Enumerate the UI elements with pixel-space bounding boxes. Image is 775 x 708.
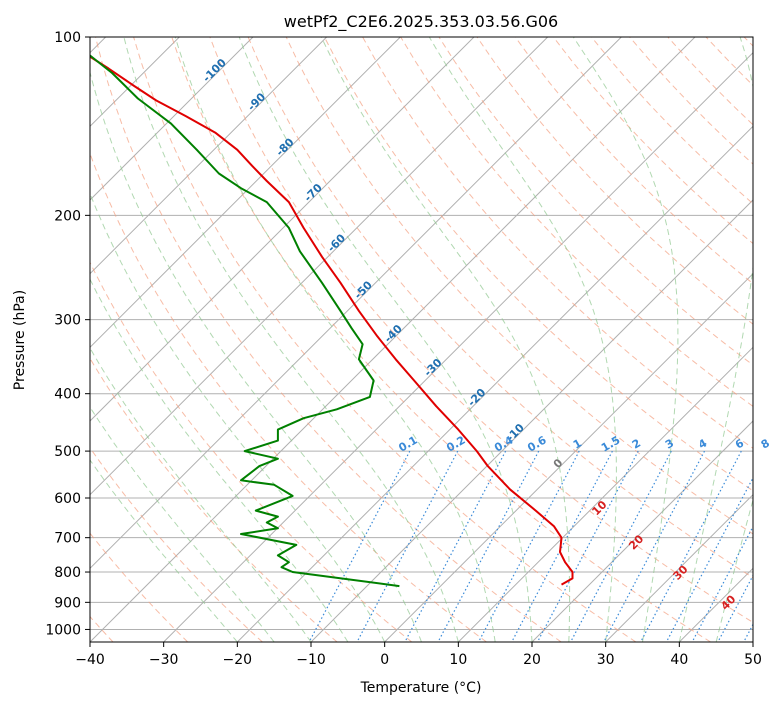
mixing-ratio-line-5 (511, 450, 613, 642)
mixing-ratio-label-10: 8 (759, 437, 772, 452)
x-tick-label-3: −10 (296, 652, 326, 668)
plot-frame (89, 36, 754, 643)
moist-adiabat-line (90, 347, 312, 642)
isotherm-line (605, 493, 753, 642)
isotherm-line (90, 37, 475, 422)
y-tick-label-0: 100 (54, 30, 81, 46)
isotherm-line (90, 37, 401, 349)
moist-adiabat-line (715, 497, 753, 642)
dewpoint-profile-line (90, 54, 400, 588)
y-tick-label-2: 300 (54, 313, 81, 329)
mixing-ratio-line-9 (640, 450, 742, 642)
x-tick-label-1: −30 (149, 652, 179, 668)
y-tick-label-9: 1000 (45, 622, 81, 638)
dry-adiabat-line (90, 357, 338, 642)
x-tick-label-9: 50 (744, 652, 762, 668)
isotherm-line (457, 346, 753, 642)
moist-adiabat-line (90, 70, 422, 642)
y-tick-label-8: 900 (54, 595, 81, 611)
moist-adiabat-line (428, 37, 617, 642)
y-tick-label-6: 700 (54, 531, 81, 547)
moist-adiabat-line (90, 278, 349, 642)
mixing-ratio-line-0 (308, 450, 411, 642)
isotherm-line (90, 37, 254, 201)
y-tick-label-4: 500 (54, 444, 81, 460)
dry-adiabat-line (133, 37, 637, 642)
dry-adiabat-line (90, 446, 263, 642)
isotherm-line (90, 37, 622, 570)
x-tick-label-6: 20 (523, 652, 541, 668)
moist-adiabat-line (90, 192, 386, 642)
plot-background (90, 37, 753, 642)
x-tick-label-4: 0 (380, 652, 389, 668)
x-axis-label: Temperature (°C) (360, 680, 482, 696)
dry-adiabat-line (209, 37, 753, 623)
isotherm-line (752, 641, 753, 642)
mixing-ratio-line-7 (570, 450, 672, 642)
isotherm-line (531, 420, 753, 642)
dry-adiabat-line (90, 261, 413, 642)
y-tick-label-5: 600 (54, 491, 81, 507)
mixing-ratio-line-14 (766, 451, 775, 642)
dry-adiabat-line (247, 37, 753, 579)
moist-adiabat-line (320, 37, 571, 642)
y-tick-label-1: 200 (54, 208, 81, 224)
mixing-ratio-line-2 (404, 450, 507, 642)
moist-adiabat-line (90, 406, 275, 642)
dry-adiabat-line (95, 37, 562, 642)
mixing-ratio-line-6 (536, 450, 639, 642)
y-axis-ticks: 100 200 300 400 500 600 700 800 900 1000 (45, 30, 90, 638)
x-tick-label-8: 40 (670, 652, 688, 668)
mixing-ratio-line-11 (691, 525, 753, 642)
moist-adiabat-line (90, 459, 238, 642)
isotherm-line (236, 125, 753, 642)
dry-adiabat-line (171, 37, 711, 642)
isotherm-line (384, 272, 753, 642)
background-lines (90, 37, 775, 642)
mixing-ratio-line-10 (665, 476, 753, 642)
mixing-ratio-line-12 (717, 574, 753, 642)
x-tick-label-2: −20 (223, 652, 253, 668)
x-axis-ticks: −40 −30 −20 −10 0 10 20 30 40 50 (75, 642, 762, 668)
moist-adiabat-line (123, 37, 459, 642)
y-tick-label-3: 400 (54, 387, 81, 403)
y-tick-label-7: 800 (54, 565, 81, 581)
mixing-ratio-line-8 (603, 450, 706, 642)
moist-adiabat-line (174, 37, 496, 642)
dry-adiabat-line (285, 37, 753, 535)
mixing-ratio-line-1 (356, 450, 459, 642)
moist-adiabat-line (572, 37, 679, 642)
temperature-profile-line (90, 55, 574, 586)
isotherm-line (163, 51, 753, 642)
chart-title: wetPf2_C2E6.2025.353.03.56.G06 (284, 12, 558, 32)
y-axis-label: Pressure (hPa) (12, 290, 28, 390)
x-tick-label-7: 30 (597, 652, 615, 668)
isotherm-line (90, 37, 328, 275)
mixing-ratio-line-4 (477, 450, 580, 642)
moist-adiabat-line (238, 37, 533, 642)
dry-adiabat-line (514, 37, 753, 285)
profile-series (90, 54, 574, 588)
isotherm-line (90, 37, 549, 496)
x-tick-label-5: 10 (449, 652, 467, 668)
x-tick-label-0: −40 (75, 652, 105, 668)
